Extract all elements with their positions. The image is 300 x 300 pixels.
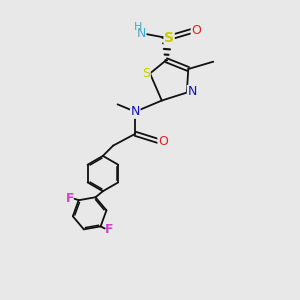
Text: N: N — [188, 85, 197, 98]
Text: F: F — [66, 192, 74, 205]
Text: O: O — [158, 135, 168, 148]
Text: O: O — [191, 24, 201, 37]
Text: S: S — [142, 67, 150, 80]
Text: N: N — [130, 105, 140, 118]
Text: N: N — [136, 27, 146, 40]
Text: F: F — [105, 224, 113, 236]
Text: S: S — [164, 31, 174, 45]
Text: H: H — [134, 22, 142, 32]
